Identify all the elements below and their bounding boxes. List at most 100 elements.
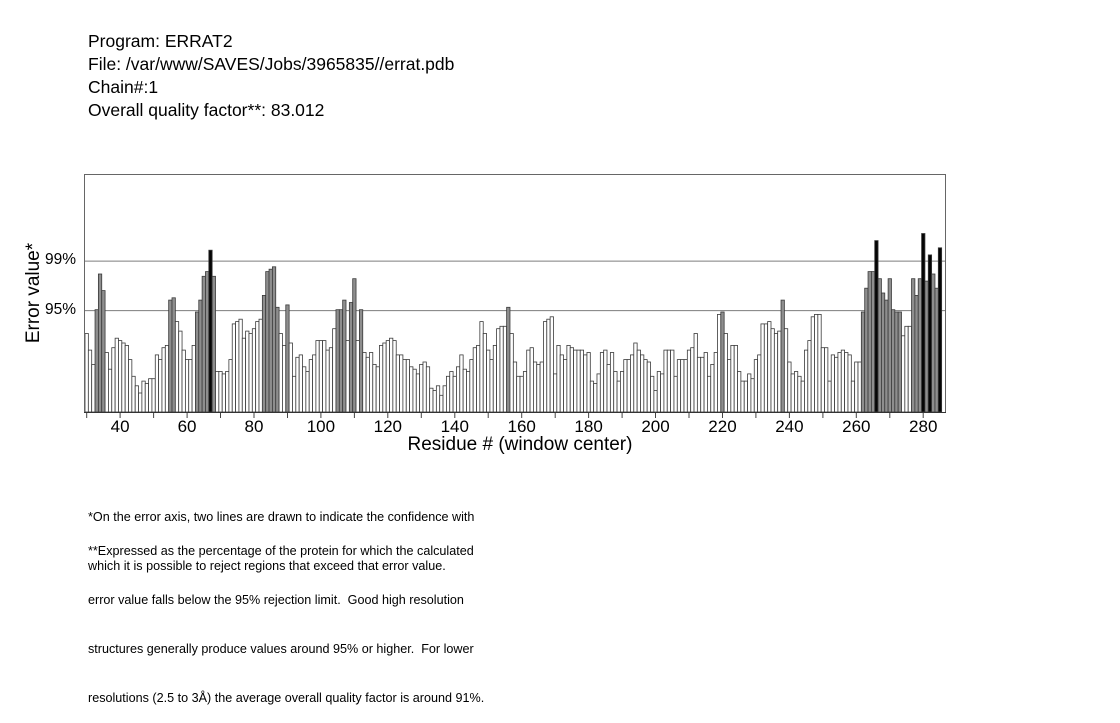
error-bar	[151, 378, 156, 413]
x-tick-label: 160	[507, 417, 536, 436]
error-bar	[820, 347, 825, 413]
error-bar	[108, 368, 113, 413]
error-bar	[847, 354, 852, 413]
error-bar	[205, 271, 210, 413]
y-grid-label: 95%	[44, 300, 76, 318]
error-bar	[128, 359, 133, 413]
error-bar	[891, 309, 896, 413]
error-bar	[365, 356, 370, 413]
error-bar	[91, 363, 96, 413]
error-bar	[348, 302, 354, 413]
x-tick-label: 180	[574, 417, 603, 436]
error-bar	[402, 359, 407, 413]
error-bar	[382, 342, 387, 413]
x-tick-label: 200	[641, 417, 670, 436]
error-bar	[636, 349, 641, 413]
error-bar	[362, 352, 367, 413]
error-bar	[278, 333, 283, 413]
error-bar	[817, 313, 822, 413]
error-bar	[512, 361, 518, 413]
error-bar	[937, 247, 943, 413]
error-bar	[757, 354, 762, 413]
error-bar	[616, 380, 621, 413]
error-bar	[673, 375, 678, 413]
error-bar	[737, 371, 742, 413]
error-bar	[195, 311, 200, 413]
error-bar	[258, 318, 263, 413]
error-bar	[747, 373, 752, 413]
error-bar	[780, 299, 785, 413]
footnote-line: resolutions (2.5 to 3Å) the average over…	[88, 691, 485, 706]
error-bar	[118, 340, 123, 413]
error-bar	[623, 359, 628, 413]
error-bar	[881, 292, 886, 413]
error-bar	[235, 321, 240, 413]
error-bar	[710, 363, 715, 413]
error-bar	[322, 340, 327, 413]
error-bar	[519, 375, 524, 413]
error-bar	[285, 304, 290, 413]
error-bar	[794, 371, 799, 413]
error-bar	[569, 347, 574, 413]
plot-border	[84, 174, 946, 413]
error-bar	[830, 354, 835, 413]
error-bar	[114, 337, 119, 413]
error-bar	[97, 273, 103, 413]
error-bar	[656, 371, 661, 413]
error-bar	[827, 380, 832, 413]
error-bar	[884, 299, 889, 413]
x-tick-label: 140	[440, 417, 469, 436]
error-bar	[345, 340, 350, 413]
error-bar	[767, 321, 772, 413]
error-bar	[332, 328, 337, 413]
error-bar	[874, 240, 879, 413]
error-bar	[479, 321, 484, 413]
error-bar	[640, 354, 645, 413]
error-bar	[579, 349, 584, 413]
error-bar	[650, 375, 655, 413]
error-bar	[372, 363, 377, 413]
error-bar	[255, 321, 260, 413]
error-bar	[392, 340, 397, 413]
error-bar	[740, 380, 745, 413]
error-bar	[770, 328, 775, 413]
error-bar	[369, 352, 374, 413]
error-bar	[124, 344, 129, 413]
error-bar	[318, 340, 323, 413]
error-bar	[459, 354, 464, 413]
error-bar	[184, 359, 190, 413]
error-bar	[164, 344, 170, 413]
error-bar	[308, 359, 313, 413]
error-bar	[472, 347, 477, 413]
x-tick-label: 60	[177, 417, 197, 436]
error-bar	[643, 359, 648, 413]
error-bar	[409, 366, 414, 413]
error-bar	[723, 333, 728, 413]
error-bar	[696, 356, 702, 413]
y-grid-label: 99%	[44, 251, 76, 269]
error-bar	[238, 318, 243, 413]
error-bar	[887, 278, 892, 413]
error-bar	[593, 382, 598, 413]
error-bar	[606, 363, 611, 413]
error-bar	[753, 359, 759, 413]
error-bar	[877, 278, 882, 413]
error-bar	[492, 344, 497, 413]
error-bar	[717, 313, 722, 413]
x-tick-label: 120	[373, 417, 403, 436]
error-bar	[181, 349, 186, 413]
error-bar	[174, 321, 180, 413]
error-bar	[201, 275, 206, 413]
error-bar	[482, 333, 487, 413]
error-bar	[834, 356, 839, 413]
error-bar	[315, 340, 320, 413]
x-tick-label: 240	[775, 417, 804, 436]
error-bar	[415, 373, 421, 413]
footnote-line: which it is possible to reject regions t…	[88, 559, 446, 574]
error-bar	[305, 371, 310, 413]
error-bar	[546, 318, 551, 413]
error-bar	[385, 340, 390, 413]
error-bar	[148, 378, 153, 413]
error-bar	[680, 359, 685, 413]
overall-quality-line: Overall quality factor**: 83.012	[88, 100, 325, 120]
